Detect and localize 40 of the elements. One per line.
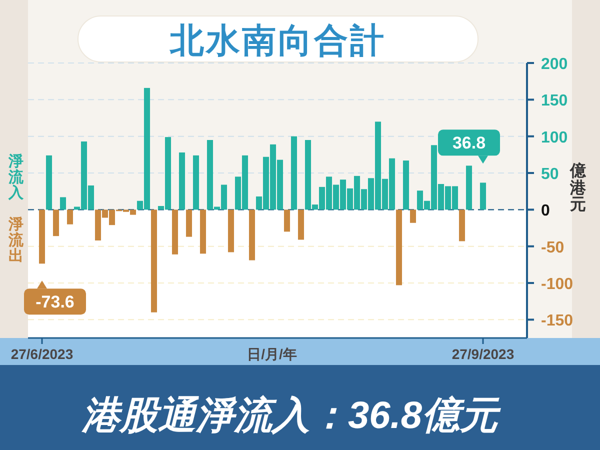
y-tick-label: 0 [541,202,550,220]
bar [284,210,290,232]
bar [46,155,52,210]
chart-title: 北水南向合計 [169,22,386,60]
text: 淨流出 [8,216,24,264]
bar [200,210,206,254]
bar [402,160,410,210]
x-tick-label: 27/6/2023 [10,346,74,362]
y-tick-label: -100 [541,276,574,293]
bar [178,152,186,210]
bar [150,210,158,312]
bar [38,210,46,264]
bar [466,166,472,210]
y-tick-label: -150 [541,312,574,330]
text: 港股通淨流入：36.8億元 [81,394,502,437]
y-tick-label: 150 [541,92,568,110]
bar [192,155,200,210]
bar [66,210,74,224]
bar [248,210,256,260]
y-tick-label: -50 [541,239,564,256]
bar [458,210,466,242]
bar [480,182,486,210]
bar [290,136,298,210]
text: 淨流入 [8,153,24,202]
data-label: -73.6 [36,292,74,312]
bar [60,197,66,210]
bar [228,210,234,252]
bar [396,210,402,286]
y-tick-label: 50 [541,166,559,183]
y-tick-label: 100 [541,129,568,146]
y-tick-label: 200 [541,56,568,73]
x-axis-title: 日/月/年 [247,346,297,362]
bar [172,210,178,254]
bar [52,210,60,236]
data-label: 36.8 [452,134,486,153]
x-tick-label: 27/9/2023 [452,346,514,362]
bar [186,210,192,237]
bar [410,210,416,223]
bar [298,210,304,240]
y-axis-title: 億港元 [569,162,587,214]
